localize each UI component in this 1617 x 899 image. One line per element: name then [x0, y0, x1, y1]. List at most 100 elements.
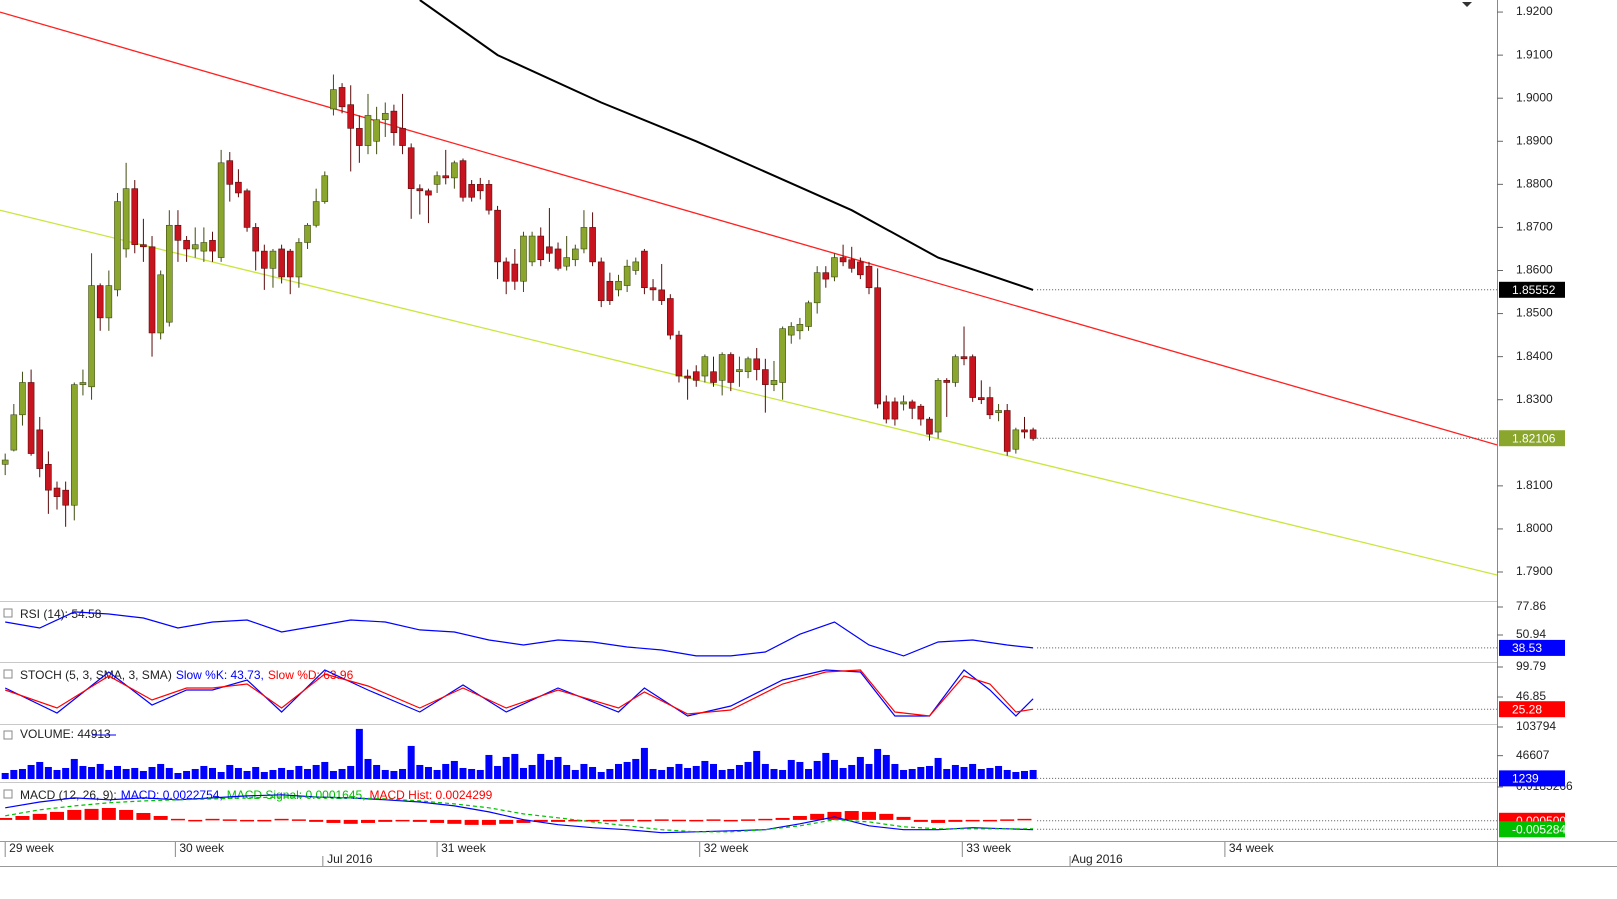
indicator-line: [5, 796, 1034, 833]
volume-bar: [839, 767, 847, 779]
volume-bar: [157, 763, 165, 779]
candle-body: [1021, 429, 1028, 433]
volume-bar: [796, 761, 804, 779]
histogram-bar: [723, 819, 738, 822]
x-tick-label: 31 week: [441, 841, 487, 855]
histogram-bar: [360, 819, 375, 823]
candle-body: [822, 272, 830, 280]
volume-bar: [191, 768, 199, 779]
panel-icons: [3, 608, 13, 799]
volume-bar: [442, 763, 450, 779]
histogram-bar: [15, 816, 30, 820]
volume-bar: [805, 768, 813, 779]
panel-close-icon[interactable]: [3, 669, 13, 679]
candle-body: [796, 324, 804, 332]
candle-body: [390, 110, 398, 133]
volume-bar: [476, 769, 484, 779]
histogram-bar: [32, 813, 47, 820]
y-tick-label: 1.8600: [1516, 263, 1553, 277]
histogram-bar: [637, 819, 652, 822]
indicator-line: [5, 611, 1034, 657]
histogram-bar: [395, 819, 410, 822]
candle-body: [105, 285, 113, 319]
candle-body: [88, 285, 95, 388]
volume-bar: [485, 754, 493, 779]
volume-bar: [96, 763, 104, 779]
histogram-bar: [948, 819, 963, 822]
candle-body: [1003, 410, 1011, 452]
histogram-bar: [136, 812, 151, 820]
histogram-bar: [343, 819, 358, 824]
month-label: Jul 2016: [327, 852, 373, 866]
volume-bar: [200, 765, 208, 779]
panel-close-icon[interactable]: [3, 730, 13, 740]
histogram-bar: [1000, 819, 1015, 821]
volume-bar: [1029, 769, 1037, 779]
histogram-bar: [1017, 818, 1032, 821]
candle-body: [312, 201, 320, 226]
volume-bar: [1012, 771, 1020, 779]
y-tick-label: 1.9000: [1516, 90, 1553, 104]
volume-bar: [511, 753, 519, 779]
volume-bar: [718, 769, 726, 779]
candle-body: [960, 356, 968, 360]
volume-bar: [260, 771, 268, 779]
candle-body: [692, 371, 700, 381]
histogram-bar: [222, 819, 237, 821]
candle-body: [243, 190, 251, 228]
histogram-bar: [689, 819, 704, 822]
volume-bar: [649, 768, 657, 779]
volume-bar: [416, 764, 424, 779]
value-tag-label: 1.82106: [1512, 431, 1556, 445]
candle-body: [995, 410, 1002, 413]
menu-arrow[interactable]: [1462, 2, 1472, 7]
candle-body: [606, 280, 614, 301]
candle-body: [356, 128, 363, 146]
x-tick-label: 29 week: [9, 841, 55, 855]
candle-body: [217, 162, 225, 258]
candle-body: [416, 188, 424, 192]
volume-bar: [580, 763, 588, 779]
histogram-bar: [758, 818, 773, 821]
volume-bar: [770, 768, 778, 779]
x-tick-label: 34 week: [1229, 841, 1275, 855]
histogram-bar: [862, 811, 877, 820]
candle-body: [442, 175, 450, 179]
histogram-bar: [792, 816, 807, 820]
candle-body: [813, 272, 821, 304]
histogram-bar: [827, 811, 842, 820]
histogram-bar: [119, 809, 134, 820]
y-tick-label: 50.94: [1516, 627, 1546, 641]
candle-body: [235, 181, 242, 194]
candle-body: [865, 265, 873, 289]
candle-body: [520, 235, 527, 282]
value-tag: [1499, 701, 1565, 718]
candle-body: [770, 380, 778, 385]
volume-bar: [658, 769, 666, 779]
histogram-bar: [533, 819, 548, 822]
volume-bar: [18, 768, 26, 779]
histogram-bar: [775, 817, 790, 820]
volume-bar: [977, 768, 985, 779]
panel-close-icon[interactable]: [3, 608, 13, 618]
candle-body: [183, 240, 190, 250]
candle-body: [934, 380, 942, 433]
candle-body: [848, 259, 856, 269]
volume-bar: [692, 765, 700, 779]
volume-bar: [666, 766, 674, 779]
volume-bar: [900, 769, 908, 779]
histogram-bar: [741, 819, 756, 821]
candle-body: [839, 257, 847, 263]
volume-bar: [882, 754, 890, 779]
panel-close-icon[interactable]: [3, 789, 13, 799]
candle-body: [286, 250, 294, 278]
trend-line: [0, 11, 1497, 446]
y-tick-label: 99.79: [1516, 659, 1546, 673]
candle-body: [649, 287, 657, 291]
volume-bar: [165, 767, 173, 779]
histogram-bar: [240, 819, 255, 822]
y-tick-label: 46.85: [1516, 689, 1546, 703]
volume-bar: [131, 767, 139, 779]
histogram-bar: [654, 819, 669, 821]
candle-body: [304, 224, 311, 243]
